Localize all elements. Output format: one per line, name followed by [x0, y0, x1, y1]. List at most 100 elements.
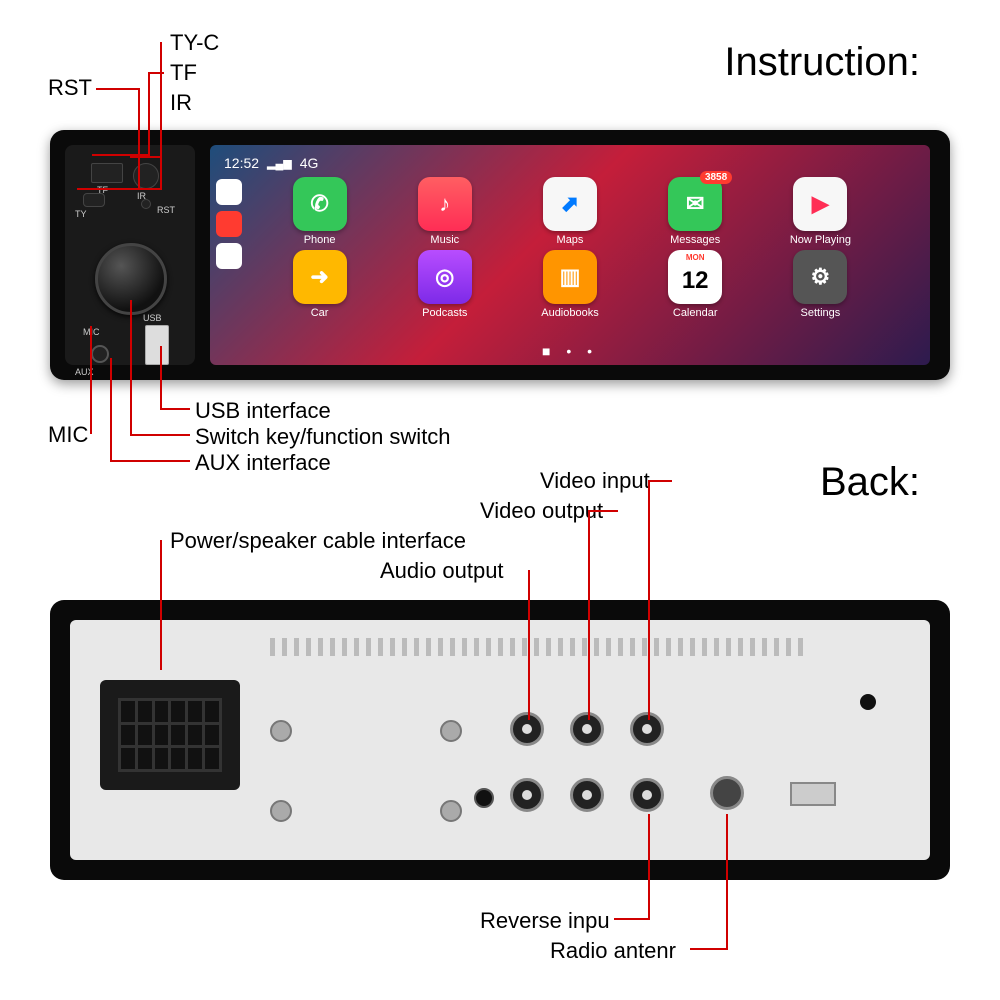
back-device [50, 600, 950, 880]
callout-line [648, 480, 650, 720]
hole [860, 694, 876, 710]
label-vin: Video input [540, 468, 650, 494]
back-usb[interactable] [790, 782, 836, 806]
app-label: Maps [516, 234, 623, 246]
status-bar: 12:52 ▂▄▆ 4G [224, 155, 916, 171]
app-label: Podcasts [391, 307, 498, 319]
callout-line [130, 300, 132, 436]
app-podcasts[interactable]: ◎ Podcasts [391, 250, 498, 319]
usb-port[interactable] [145, 325, 169, 365]
status-time: 12:52 [224, 155, 259, 171]
rca-reverse-in[interactable] [630, 778, 664, 812]
rca-jack[interactable] [570, 778, 604, 812]
app-label: Music [391, 234, 498, 246]
app-audiobooks[interactable]: ▥ Audiobooks [516, 250, 623, 319]
callout-line [90, 326, 92, 434]
callout-line [528, 570, 530, 720]
vent-strip [270, 638, 810, 656]
back-chassis [70, 620, 930, 860]
panel-txt-rst: RST [157, 205, 175, 215]
tf-slot[interactable] [91, 163, 123, 183]
app-messages[interactable]: ✉3858 Messages [642, 177, 749, 246]
rca-video-out[interactable] [570, 712, 604, 746]
back-title: Back: [820, 460, 920, 505]
app-icon: ⚙ [793, 250, 847, 304]
panel-txt-ir: IR [137, 191, 146, 201]
app-icon: ➜ [293, 250, 347, 304]
callout-line [96, 88, 140, 90]
app-grid: ✆ Phone ♪ Music ⬈ Maps ✉3858 Messages ▶ Now Playi… [224, 177, 916, 319]
front-device: TF IR TY RST MIC AUX USB 12:52 ▂▄▆ 4G ✆P… [50, 130, 950, 380]
side-shortcut[interactable] [216, 179, 242, 205]
app-icon: ▶ [793, 177, 847, 231]
app-music[interactable]: ♪ Music [391, 177, 498, 246]
callout-line [588, 510, 590, 720]
callout-line [160, 346, 162, 410]
page-dots: ■ • • [542, 343, 598, 359]
label-tf: TF [170, 60, 197, 86]
app-icon: ▥ [543, 250, 597, 304]
callout-line [110, 358, 112, 462]
side-shortcut[interactable] [216, 243, 242, 269]
panel-txt-usb: USB [143, 313, 162, 323]
rca-audio-out[interactable] [510, 712, 544, 746]
label-rst: RST [48, 75, 92, 101]
carplay-screen[interactable]: 12:52 ▂▄▆ 4G ✆ Phone ♪ Music ⬈ Maps ✉3858 Messa… [210, 145, 930, 365]
aux-35mm[interactable] [474, 788, 494, 808]
app-icon: ✉3858 [668, 177, 722, 231]
callout-line [160, 540, 162, 670]
callout-line [148, 72, 164, 74]
screw [440, 720, 462, 742]
panel-txt-tf: TF [97, 185, 108, 195]
label-usb: USB interface [195, 398, 331, 424]
side-shortcut[interactable] [216, 211, 242, 237]
label-aux: AUX interface [195, 450, 331, 476]
app-label: Car [266, 307, 373, 319]
rca-jack[interactable] [510, 778, 544, 812]
callout-line [648, 814, 650, 920]
callout-line [77, 188, 162, 190]
app-label: Audiobooks [516, 307, 623, 319]
app-now-playing[interactable]: ▶ Now Playing [767, 177, 874, 246]
callout-line [148, 72, 150, 156]
label-mic: MIC [48, 422, 88, 448]
callout-line [130, 434, 190, 436]
panel-txt-ty: TY [75, 209, 87, 219]
label-power: Power/speaker cable interface [170, 528, 466, 554]
aux-jack[interactable] [91, 345, 109, 363]
type-c-port[interactable] [83, 193, 105, 207]
rca-video-in[interactable] [630, 712, 664, 746]
screw [270, 800, 292, 822]
app-phone[interactable]: ✆ Phone [266, 177, 373, 246]
app-maps[interactable]: ⬈ Maps [516, 177, 623, 246]
app-calendar[interactable]: MON12 Calendar [642, 250, 749, 319]
screw [440, 800, 462, 822]
app-car[interactable]: ➜ Car [266, 250, 373, 319]
antenna-jack[interactable] [710, 776, 744, 810]
badge: 3858 [700, 171, 732, 184]
side-shortcut-bar [216, 179, 246, 275]
callout-line [614, 918, 650, 920]
callout-line [130, 156, 162, 158]
callout-line [160, 408, 190, 410]
app-icon: ◎ [418, 250, 472, 304]
app-label: Calendar [642, 307, 749, 319]
app-label: Now Playing [767, 234, 874, 246]
app-label: Messages [642, 234, 749, 246]
label-ant: Radio antenr [550, 938, 676, 964]
callout-line [160, 102, 162, 158]
app-icon: ♪ [418, 177, 472, 231]
instruction-title: Instruction: [724, 40, 920, 85]
app-label: Phone [266, 234, 373, 246]
iso-connector[interactable] [100, 680, 240, 790]
label-switch: Switch key/function switch [195, 424, 451, 450]
callout-line [648, 480, 672, 482]
app-settings[interactable]: ⚙Settings [767, 250, 874, 319]
app-icon: ⬈ [543, 177, 597, 231]
label-tyc: TY-C [170, 30, 219, 56]
label-aout: Audio output [380, 558, 504, 584]
app-icon: ✆ [293, 177, 347, 231]
app-icon: MON12 [668, 250, 722, 304]
callout-line [110, 460, 190, 462]
screw [270, 720, 292, 742]
